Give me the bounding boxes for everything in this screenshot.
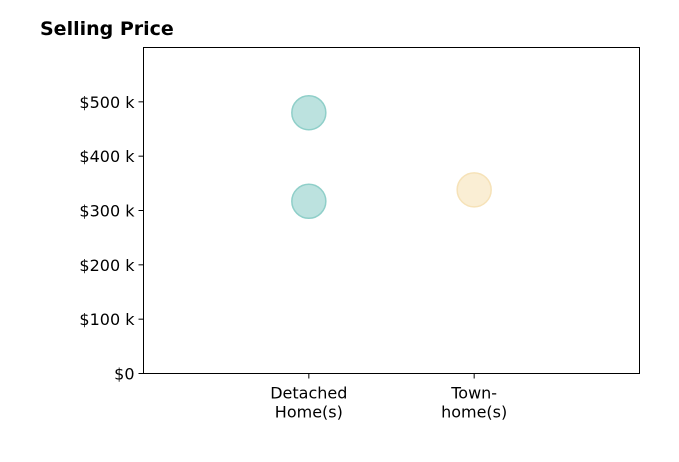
- x-tick-label: home(s): [441, 403, 507, 422]
- y-tick-label: $300 k: [79, 202, 135, 221]
- y-axis: $0 $100 k $200 k $300 k $400 k $500 k: [79, 93, 144, 384]
- y-tick-label: $0: [114, 365, 134, 384]
- plot-frame: [143, 47, 640, 374]
- data-points: [291, 94, 492, 220]
- x-tick-label: Town-: [450, 384, 497, 403]
- x-tick-label: Detached: [270, 384, 347, 403]
- y-tick-label: $500 k: [79, 93, 135, 112]
- data-point: [291, 183, 327, 220]
- y-tick-label: $200 k: [79, 256, 135, 275]
- y-tick-label: $100 k: [79, 310, 135, 329]
- chart-title: Selling Price: [40, 18, 174, 40]
- y-tick-label: $400 k: [79, 147, 135, 166]
- data-point: [456, 172, 492, 208]
- x-tick-label: Home(s): [275, 403, 343, 422]
- data-point: [291, 94, 327, 131]
